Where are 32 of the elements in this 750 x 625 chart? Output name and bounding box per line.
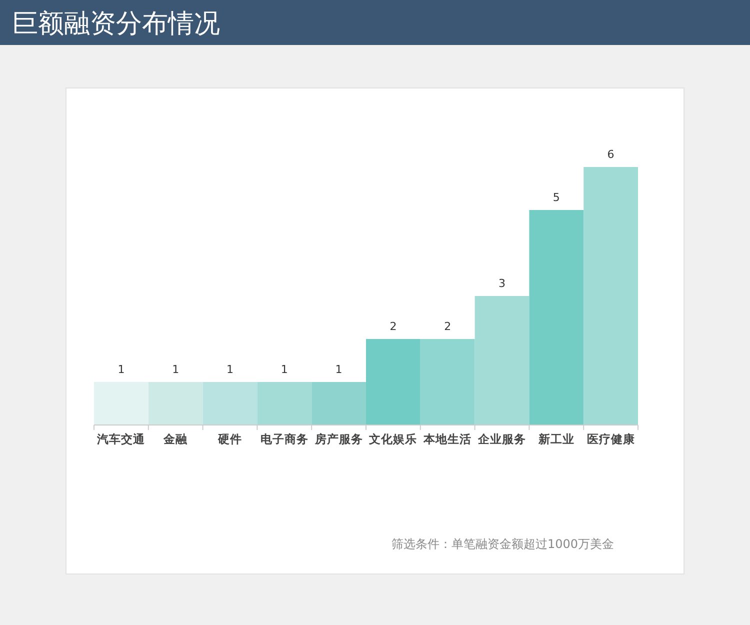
data-label: 1 (335, 363, 342, 376)
data-label: 2 (444, 320, 452, 333)
data-label: 5 (552, 191, 560, 204)
x-tick-label: 本地生活 (422, 432, 472, 446)
data-label: 1 (118, 363, 125, 376)
data-label: 2 (390, 320, 397, 333)
data-label: 1 (226, 363, 234, 376)
bar (202, 382, 258, 425)
bar (366, 339, 420, 425)
bar (257, 382, 312, 425)
data-label: 1 (280, 363, 288, 376)
bar (94, 382, 148, 425)
x-tick-label: 医疗健康 (586, 432, 636, 446)
x-tick-label: 新工业 (537, 432, 574, 446)
text: 筛选条件：单笔融资金额超过1000万美金 (391, 537, 614, 551)
bar (148, 382, 203, 425)
bar (312, 382, 366, 425)
chart-title: 巨额融资分布情况 (12, 9, 220, 39)
x-tick-label: 汽车交通 (96, 432, 146, 446)
data-label: 3 (498, 277, 506, 290)
bar (529, 210, 584, 425)
data-label: 1 (172, 363, 180, 376)
data-label: 6 (607, 148, 614, 161)
bar (584, 167, 638, 425)
x-tick-label: 企业服务 (477, 432, 526, 446)
x-tick-label: 房产服务 (314, 432, 363, 446)
bar (474, 296, 530, 425)
x-tick-label: 金融 (162, 432, 189, 446)
x-tick-label: 电子商务 (260, 432, 308, 446)
x-tick-label: 硬件 (217, 432, 242, 446)
bar (420, 339, 475, 425)
x-tick-label: 文化娱乐 (368, 432, 418, 446)
